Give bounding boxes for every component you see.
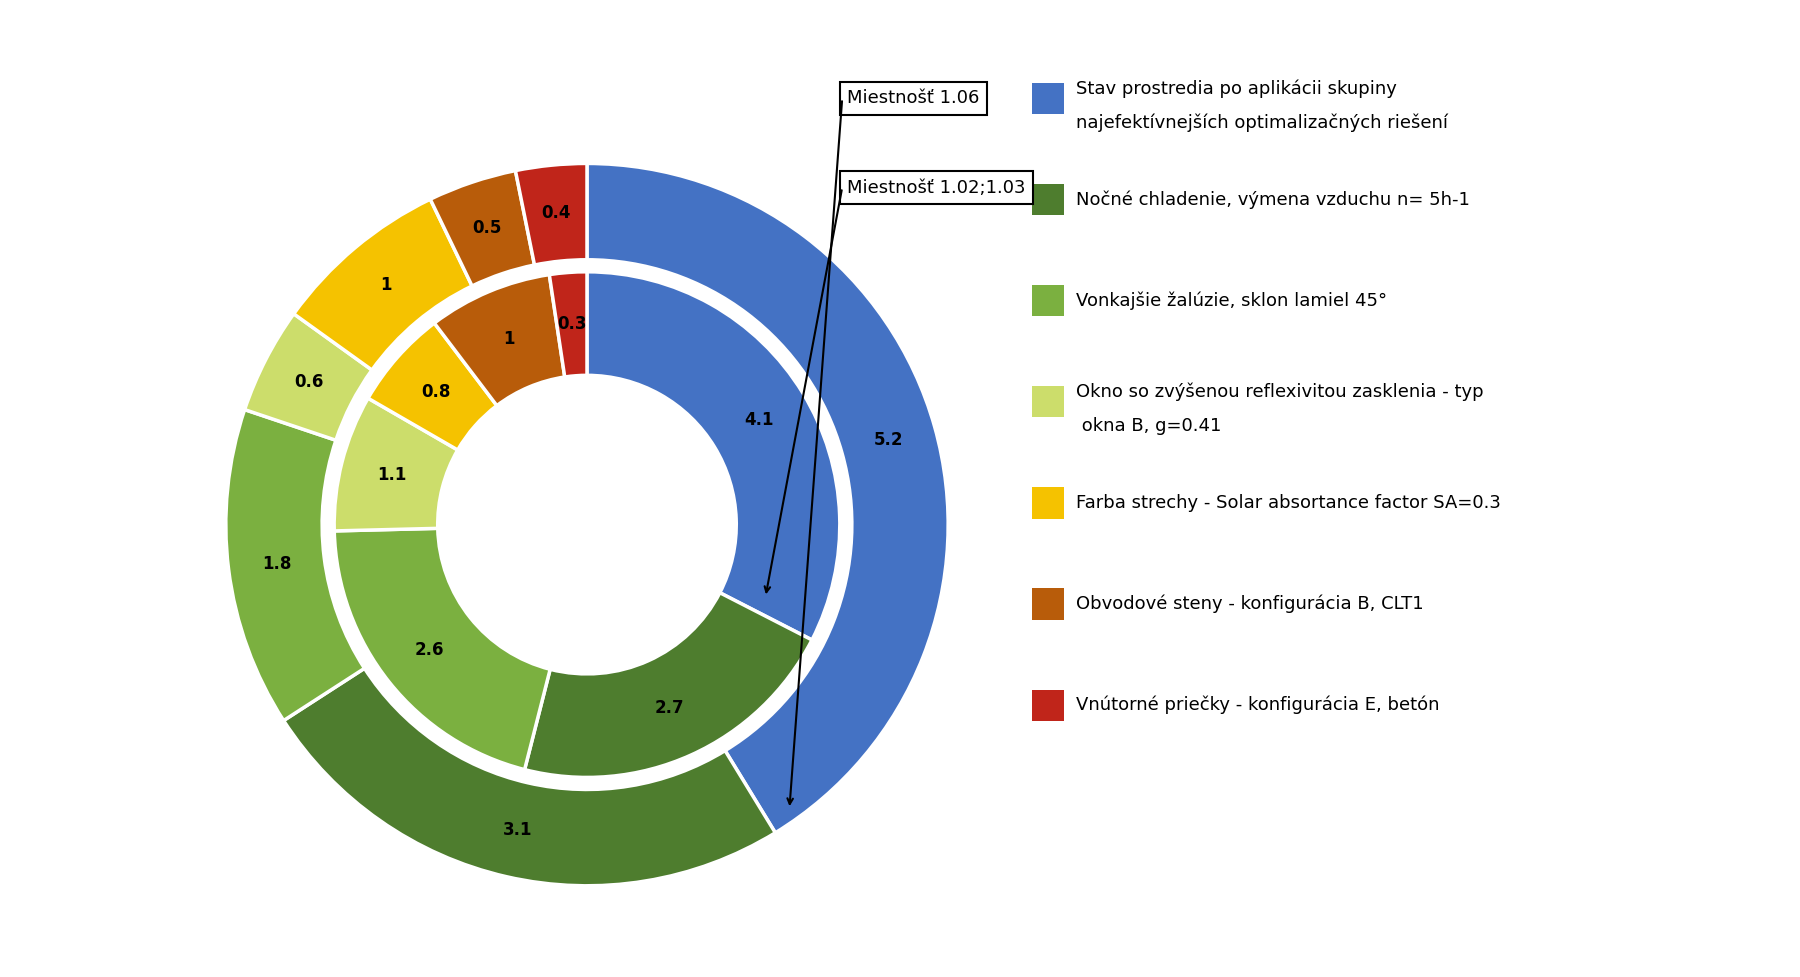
Text: 1.8: 1.8 [261, 555, 292, 573]
Wedge shape [367, 323, 497, 450]
Text: 3.1: 3.1 [502, 821, 533, 839]
Text: Farba strechy - Solar absortance factor SA=0.3: Farba strechy - Solar absortance factor … [1076, 494, 1501, 512]
Text: 2.6: 2.6 [416, 641, 445, 658]
Text: Miestnošť 1.02;1.03: Miestnošť 1.02;1.03 [848, 179, 1026, 196]
Text: 0.4: 0.4 [542, 204, 571, 222]
Text: Stav prostredia po aplikácii skupiny: Stav prostredia po aplikácii skupiny [1076, 79, 1397, 98]
Text: Miestnošť 1.06: Miestnošť 1.06 [848, 90, 979, 107]
Text: 0.8: 0.8 [421, 383, 452, 401]
Text: 5.2: 5.2 [873, 431, 904, 448]
Text: Vnútorné priečky - konfigurácia E, betón: Vnútorné priečky - konfigurácia E, betón [1076, 696, 1440, 714]
Wedge shape [430, 171, 535, 286]
Text: 0.3: 0.3 [558, 316, 587, 333]
Bar [1033, 83, 1064, 114]
Wedge shape [225, 409, 365, 721]
Text: okna B, g=0.41: okna B, g=0.41 [1076, 417, 1220, 435]
Wedge shape [335, 529, 551, 770]
Bar [1033, 386, 1064, 417]
Text: 0.5: 0.5 [473, 219, 502, 236]
Text: 0.6: 0.6 [293, 373, 324, 391]
Text: 4.1: 4.1 [743, 410, 774, 429]
Text: 1.1: 1.1 [378, 466, 407, 484]
Text: 2.7: 2.7 [655, 699, 684, 717]
Bar [1033, 285, 1064, 317]
Wedge shape [335, 399, 457, 531]
Text: najefektívnejších optimalizačných riešení: najefektívnejších optimalizačných riešen… [1076, 113, 1447, 132]
Wedge shape [549, 272, 587, 377]
Wedge shape [245, 314, 373, 441]
Bar [1033, 588, 1064, 619]
Text: Nočné chladenie, výmena vzduchu n= 5h-1: Nočné chladenie, výmena vzduchu n= 5h-1 [1076, 191, 1469, 209]
Wedge shape [293, 199, 472, 370]
Text: Okno so zvýšenou reflexivitou zasklenia - typ: Okno so zvýšenou reflexivitou zasklenia … [1076, 383, 1483, 402]
Wedge shape [515, 163, 587, 265]
Text: 1: 1 [380, 276, 392, 294]
Wedge shape [284, 668, 776, 886]
Bar [1033, 488, 1064, 519]
Text: 1: 1 [504, 330, 515, 349]
Wedge shape [587, 272, 841, 640]
Text: Vonkajšie žalúzie, sklon lamiel 45°: Vonkajšie žalúzie, sklon lamiel 45° [1076, 291, 1386, 310]
Wedge shape [524, 593, 812, 778]
Bar [1033, 184, 1064, 215]
Bar [1033, 690, 1064, 721]
Wedge shape [434, 275, 565, 405]
Wedge shape [587, 163, 949, 832]
Text: Obvodové steny - konfigurácia B, CLT1: Obvodové steny - konfigurácia B, CLT1 [1076, 595, 1424, 614]
